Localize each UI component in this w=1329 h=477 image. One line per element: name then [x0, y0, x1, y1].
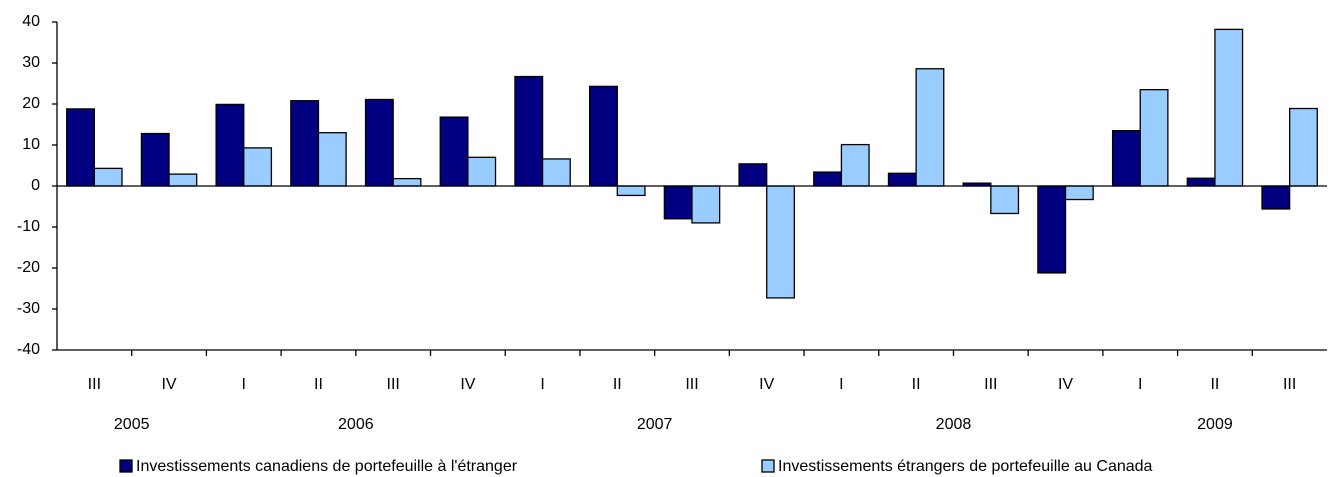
bar — [467, 156, 497, 187]
bar — [1037, 185, 1067, 274]
bar — [290, 100, 320, 187]
bar — [1064, 185, 1094, 201]
bar — [168, 173, 198, 187]
legend-swatch — [119, 459, 133, 473]
bar — [66, 108, 96, 187]
legend-swatch — [761, 459, 775, 473]
group-label: 2005 — [114, 416, 150, 433]
bar — [990, 185, 1020, 215]
bar — [1214, 28, 1244, 187]
bar — [616, 185, 646, 197]
bar — [1288, 107, 1318, 187]
bar — [589, 85, 618, 187]
x-tick-label: II — [613, 376, 622, 393]
x-tick-label: III — [685, 376, 698, 393]
x-tick-label: I — [242, 376, 246, 393]
x-tick-label: II — [912, 376, 921, 393]
bar — [439, 116, 469, 187]
group-label: 2008 — [936, 416, 972, 433]
bar — [541, 158, 571, 187]
bar — [215, 103, 245, 187]
bar — [915, 68, 945, 187]
y-tick-label: 10 — [22, 136, 40, 153]
y-tick-label: -20 — [17, 259, 40, 276]
bar — [243, 147, 273, 187]
bar — [887, 172, 917, 187]
bar — [840, 143, 870, 187]
y-tick-label: -40 — [17, 341, 40, 358]
bar — [813, 171, 843, 187]
y-tick-label: 0 — [31, 177, 40, 194]
bar — [514, 75, 544, 187]
y-tick-label: 40 — [22, 13, 40, 30]
bar — [317, 132, 347, 187]
legend-label: Investissements canadiens de portefeuill… — [136, 458, 518, 475]
x-tick-label: III — [984, 376, 997, 393]
x-tick-label: IV — [161, 376, 176, 393]
bar — [364, 98, 394, 187]
x-tick-label: III — [1283, 376, 1296, 393]
x-tick-label: I — [839, 376, 843, 393]
group-label: 2006 — [338, 416, 374, 433]
y-tick-label: 20 — [22, 95, 40, 112]
x-tick-label: I — [1138, 376, 1142, 393]
bar — [766, 185, 795, 299]
x-tick-label: IV — [759, 376, 774, 393]
bar — [93, 167, 123, 187]
legend-label: Investissements étrangers de portefeuill… — [778, 458, 1153, 475]
bar — [738, 163, 768, 187]
group-label: 2009 — [1197, 416, 1233, 433]
bar — [1139, 89, 1169, 187]
y-tick-label: 30 — [22, 54, 40, 71]
x-tick-label: I — [540, 376, 544, 393]
bar — [1186, 177, 1216, 187]
bar — [1261, 185, 1291, 210]
x-tick-label: III — [88, 376, 101, 393]
x-tick-label: IV — [1058, 376, 1073, 393]
bar — [691, 185, 721, 224]
x-tick-label: IV — [460, 376, 475, 393]
y-tick-label: -10 — [17, 218, 40, 235]
x-tick-label: II — [314, 376, 323, 393]
bar — [140, 132, 170, 187]
group-label: 2007 — [637, 416, 673, 433]
y-tick-label: -30 — [17, 300, 40, 317]
bar — [392, 177, 422, 187]
x-tick-label: II — [1210, 376, 1219, 393]
bar — [1111, 129, 1141, 187]
bar — [663, 185, 693, 220]
x-tick-label: III — [387, 376, 400, 393]
